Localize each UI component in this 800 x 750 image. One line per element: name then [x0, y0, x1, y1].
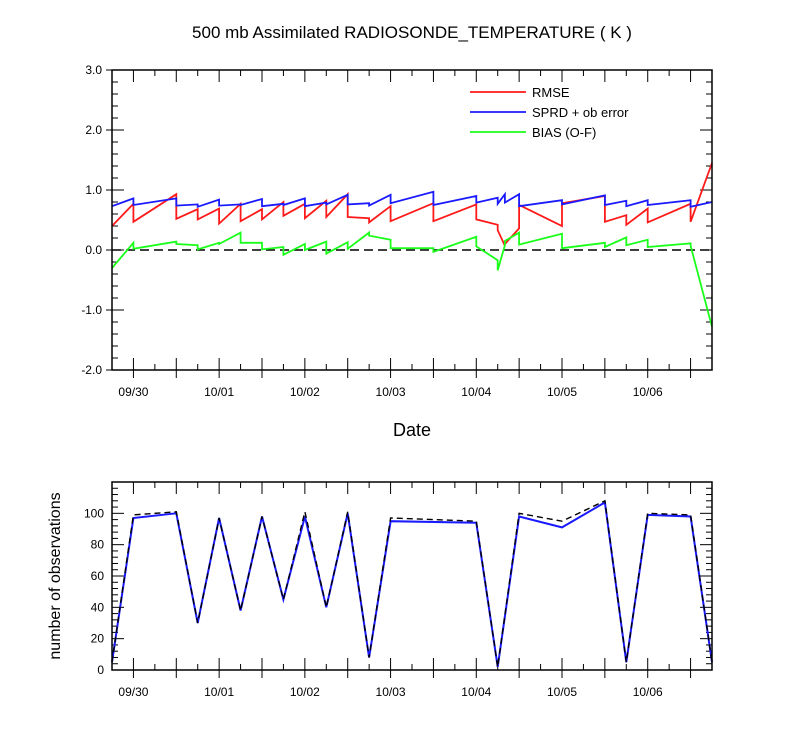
chart-title: 500 mb Assimilated RADIOSONDE_TEMPERATUR… [192, 23, 632, 42]
legend-label-rmse: RMSE [532, 85, 570, 100]
legend-label-sprd: SPRD + ob error [532, 105, 629, 120]
series-line-sprd-ob-error [111, 190, 713, 209]
x-tick-label: 10/01 [204, 685, 234, 699]
y-tick-label: 3.0 [85, 63, 102, 77]
y-tick-label: 60 [91, 569, 105, 583]
series-line-used-observations [111, 500, 713, 668]
x-tick-label: 10/04 [461, 685, 491, 699]
x-tick-label: 10/05 [547, 385, 577, 399]
series-line-bias-o-f [111, 230, 713, 328]
y-axis-label: number of observations [47, 492, 64, 659]
x-tick-label: 10/02 [290, 685, 320, 699]
y-tick-label: 100 [84, 506, 104, 520]
x-axis-label: Date [393, 420, 431, 440]
x-tick-label: 10/06 [633, 385, 663, 399]
x-tick-label: 10/05 [547, 685, 577, 699]
x-tick-label: 10/03 [376, 685, 406, 699]
series-line-rmse [111, 162, 713, 247]
y-tick-label: 20 [91, 632, 105, 646]
y-tick-label: 2.0 [85, 123, 102, 137]
y-tick-label: 40 [91, 600, 105, 614]
x-tick-label: 10/03 [376, 385, 406, 399]
x-tick-label: 09/30 [118, 385, 148, 399]
series-line-possible-observations [111, 499, 713, 668]
y-tick-label: 0.0 [85, 243, 102, 257]
x-tick-label: 10/06 [633, 685, 663, 699]
y-tick-label: -2.0 [81, 363, 102, 377]
x-tick-label: 09/30 [118, 685, 148, 699]
legend: RMSE SPRD + ob error BIAS (O-F) [470, 85, 629, 140]
bottom-panel: 0 20 40 60 80 100 09/30 10/01 10/02 10/03 10/04 10/… [84, 481, 713, 699]
legend-label-bias: BIAS (O-F) [532, 125, 596, 140]
y-tick-label: 80 [91, 538, 105, 552]
y-tick-label: 0 [97, 663, 104, 677]
x-tick-label: 10/01 [204, 385, 234, 399]
top-plot-frame [111, 69, 713, 371]
y-tick-label: 1.0 [85, 183, 102, 197]
x-tick-label: 10/04 [461, 385, 491, 399]
x-tick-label: 10/02 [290, 385, 320, 399]
y-tick-label: -1.0 [81, 303, 102, 317]
top-panel: -2.0 -1.0 0.0 1.0 2.0 3.0 09/30 10/01 10/02 10/03… [81, 63, 713, 399]
bottom-plot-frame [111, 481, 713, 671]
